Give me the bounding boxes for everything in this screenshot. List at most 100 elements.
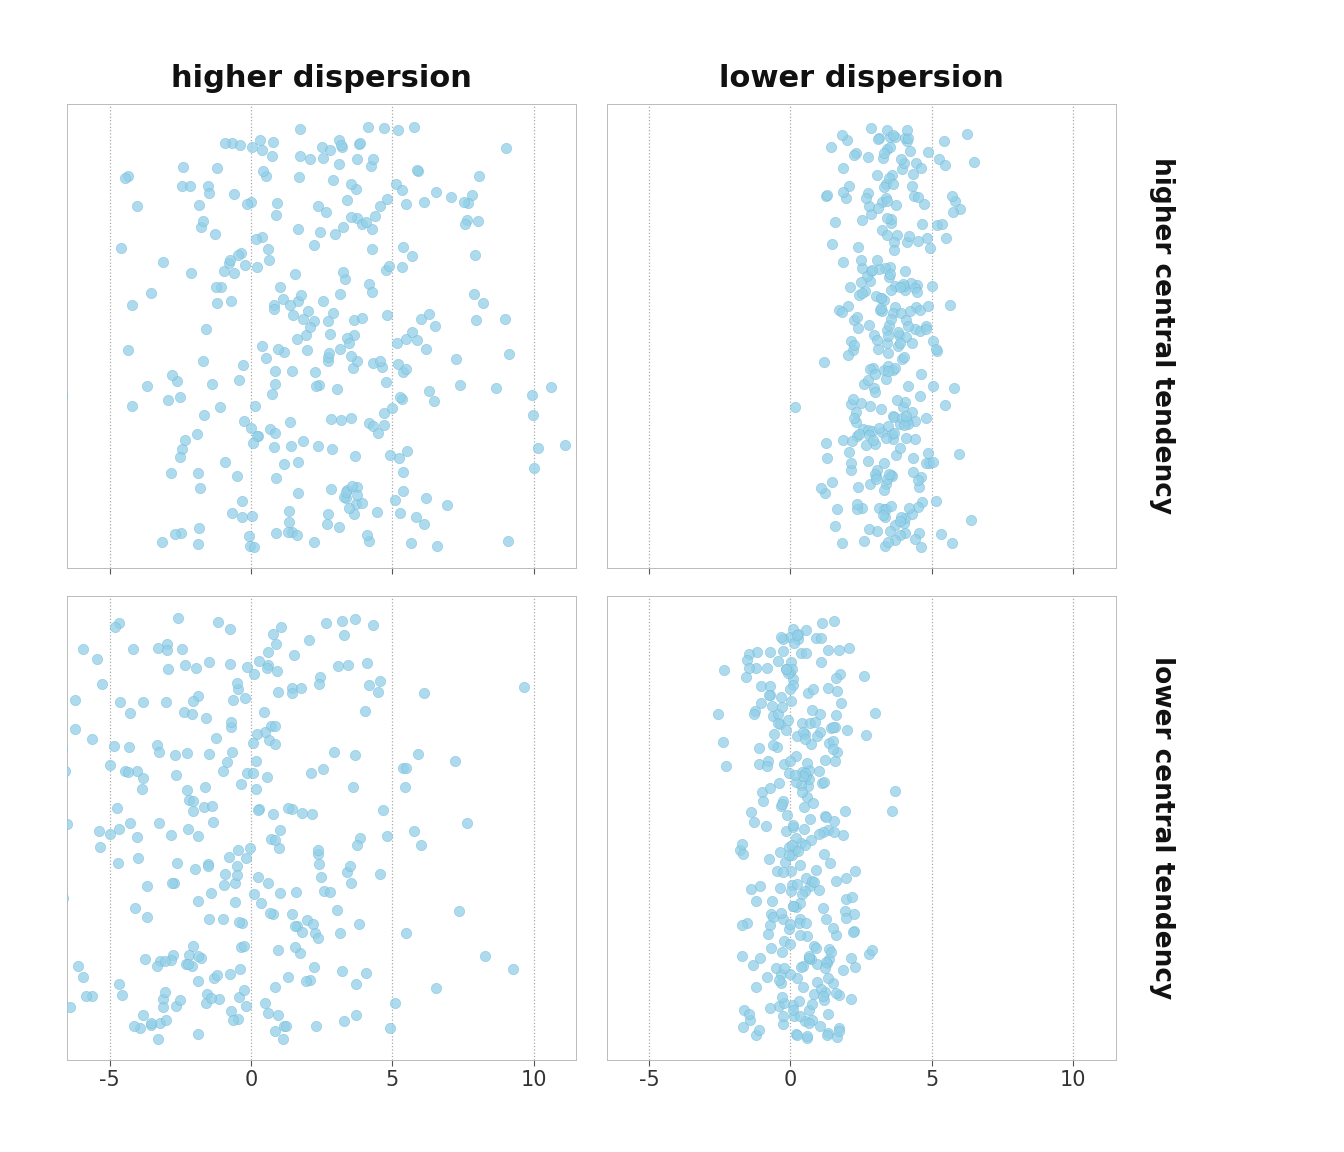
Point: [339, 334, 360, 353]
Point: [172, 639, 194, 658]
Point: [860, 272, 882, 290]
Point: [759, 999, 781, 1017]
Point: [880, 211, 902, 229]
Point: [464, 285, 485, 303]
Point: [362, 240, 383, 258]
Point: [758, 850, 780, 869]
Point: [745, 702, 766, 720]
Point: [362, 354, 383, 372]
Point: [269, 884, 290, 902]
Point: [206, 294, 227, 312]
Point: [757, 757, 778, 775]
Point: [945, 191, 966, 210]
Point: [356, 526, 378, 545]
Point: [245, 752, 266, 771]
Point: [801, 832, 823, 850]
Point: [379, 446, 401, 464]
Point: [781, 847, 802, 865]
Point: [0, 925, 16, 943]
Point: [911, 215, 933, 234]
Point: [169, 388, 191, 407]
Point: [347, 353, 368, 371]
Point: [112, 986, 133, 1005]
Point: [241, 194, 262, 212]
Point: [336, 484, 358, 502]
Point: [263, 296, 285, 314]
Point: [265, 1022, 286, 1040]
Point: [152, 990, 173, 1008]
Point: [876, 139, 898, 158]
Point: [292, 310, 313, 328]
Point: [872, 302, 894, 320]
Point: [220, 743, 242, 761]
Point: [878, 357, 899, 376]
Point: [782, 995, 804, 1014]
Point: [866, 251, 887, 270]
Point: [395, 359, 417, 378]
Point: [870, 298, 891, 317]
Point: [905, 279, 926, 297]
Point: [882, 407, 903, 425]
Point: [909, 321, 930, 340]
Point: [913, 195, 934, 213]
Point: [872, 220, 894, 238]
Point: [367, 424, 388, 442]
Point: [99, 756, 121, 774]
Point: [261, 385, 282, 403]
Point: [839, 639, 860, 658]
Point: [769, 843, 790, 862]
Point: [825, 705, 847, 723]
Point: [864, 384, 886, 402]
Point: [220, 291, 242, 310]
Point: [285, 265, 306, 283]
Point: [780, 628, 801, 646]
Point: [821, 472, 843, 491]
Point: [267, 340, 289, 358]
Point: [792, 722, 813, 741]
Point: [281, 683, 302, 702]
Point: [809, 881, 831, 900]
Point: [790, 644, 812, 662]
Point: [915, 409, 937, 427]
Point: [872, 506, 894, 524]
Point: [237, 195, 258, 213]
Point: [864, 464, 886, 483]
Point: [227, 245, 249, 264]
Point: [192, 798, 214, 817]
Point: [281, 362, 302, 380]
Point: [271, 1030, 293, 1048]
Point: [843, 409, 864, 427]
Point: [888, 415, 910, 433]
Point: [804, 713, 825, 732]
Point: [301, 804, 323, 823]
Point: [355, 702, 376, 720]
Point: [266, 662, 288, 681]
Point: [457, 194, 478, 212]
Point: [741, 803, 762, 821]
Point: [188, 535, 210, 553]
Point: [731, 1017, 753, 1036]
Point: [876, 320, 898, 339]
Point: [391, 257, 413, 275]
Point: [376, 306, 398, 325]
Point: [880, 265, 902, 283]
Point: [304, 532, 325, 551]
Point: [808, 763, 829, 781]
Point: [0, 218, 12, 236]
Point: [790, 775, 812, 794]
Point: [251, 141, 273, 159]
Point: [782, 816, 804, 834]
Point: [161, 826, 183, 844]
Point: [259, 718, 281, 736]
Point: [770, 715, 792, 734]
Point: [840, 454, 862, 472]
Point: [734, 1001, 755, 1020]
Point: [149, 1014, 171, 1032]
Point: [857, 184, 879, 203]
Point: [317, 348, 339, 366]
Point: [816, 1026, 837, 1045]
Point: [871, 400, 892, 418]
Point: [192, 353, 214, 371]
Point: [333, 1011, 355, 1030]
Point: [392, 463, 414, 482]
